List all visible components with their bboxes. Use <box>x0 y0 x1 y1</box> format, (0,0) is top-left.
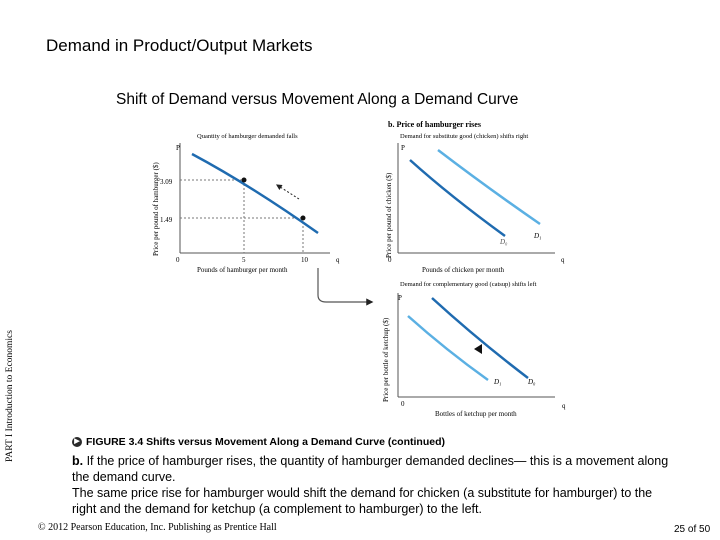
figure-caption-heading-text: FIGURE 3.4 Shifts versus Movement Along … <box>86 436 446 448</box>
caption-paragraph-2: The same price rise for hamburger would … <box>72 486 653 516</box>
chicken-demand-curve-d0 <box>409 159 506 238</box>
hamburger-y-tick-high: 3.09 <box>160 178 173 186</box>
movement-along-arrow <box>275 184 300 200</box>
page-number: 25 of 50 <box>674 524 711 535</box>
hamburger-chart: Quantity of hamburger demanded falls P q… <box>152 133 340 274</box>
ketchup-curve-d1-label: D₁ <box>493 378 502 386</box>
chicken-demand-curve-d1 <box>437 149 541 226</box>
copyright-footer: © 2012 Pearson Education, Inc. Publishin… <box>38 522 277 533</box>
chicken-axis-q: q <box>561 256 565 264</box>
ketchup-axis-q: q <box>562 402 566 410</box>
slide-title: Demand in Product/Output Markets <box>46 36 313 55</box>
hamburger-x-label: Pounds of hamburger per month <box>197 266 288 274</box>
hamburger-axis-q: q <box>336 256 340 264</box>
ketchup-chart: Demand for complementary good (catsup) s… <box>382 281 566 418</box>
caption-paragraph-1: b. If the price of hamburger rises, the … <box>72 453 672 485</box>
connector-arrow <box>317 268 374 306</box>
chicken-chart: Demand for substitute good (chicken) shi… <box>385 133 565 274</box>
hamburger-x-tick-5: 5 <box>242 256 246 264</box>
hamburger-x-tick-10: 10 <box>301 256 309 264</box>
ketchup-caption: Demand for complementary good (catsup) s… <box>400 281 537 288</box>
hamburger-caption: Quantity of hamburger demanded falls <box>197 133 298 140</box>
figure-icon: ▶ <box>72 437 82 448</box>
chicken-y-label: Price per pound of chicken ($) <box>385 172 393 258</box>
hamburger-axis-p: P <box>176 144 180 152</box>
hamburger-y-tick-low: 1.49 <box>160 216 173 224</box>
ketchup-y-label: Price per bottle of ketchup ($) <box>382 317 390 402</box>
chicken-axis-p: P <box>401 144 405 152</box>
hamburger-demand-curve <box>191 152 319 235</box>
slide-subtitle: Shift of Demand versus Movement Along a … <box>116 91 519 108</box>
figure-caption-body: b. If the price of hamburger rises, the … <box>72 453 672 517</box>
ketchup-axis-zero: 0 <box>401 400 405 408</box>
hamburger-y-label: Price per pound of hamburger ($) <box>152 162 160 256</box>
caption-line-1: If the price of hamburger rises, the qua… <box>72 454 669 484</box>
ketchup-x-label: Bottles of ketchup per month <box>435 410 517 418</box>
ketchup-demand-curve-d0 <box>431 297 529 379</box>
hamburger-axis-zero: 0 <box>176 256 180 264</box>
ketchup-curve-d0-label: D₀ <box>527 378 536 386</box>
ketchup-axis-p: P <box>398 294 402 302</box>
caption-bold-lead: b. <box>72 454 84 468</box>
hamburger-point-high <box>241 177 247 183</box>
panel-heading: b. Price of hamburger rises <box>388 120 481 129</box>
chicken-curve-d1-label: D₁ <box>533 232 542 240</box>
ketchup-shift-arrow <box>474 344 482 354</box>
hamburger-point-low <box>300 215 306 221</box>
figure-caption-heading: ▶ FIGURE 3.4 Shifts versus Movement Along… <box>72 436 445 448</box>
chicken-curve-d0-label: D₀ <box>499 238 508 246</box>
chicken-caption: Demand for substitute good (chicken) shi… <box>400 133 528 140</box>
chicken-x-label: Pounds of chicken per month <box>422 266 505 274</box>
chicken-axis-zero: 0 <box>388 256 392 264</box>
ketchup-demand-curve-d1 <box>407 315 489 382</box>
